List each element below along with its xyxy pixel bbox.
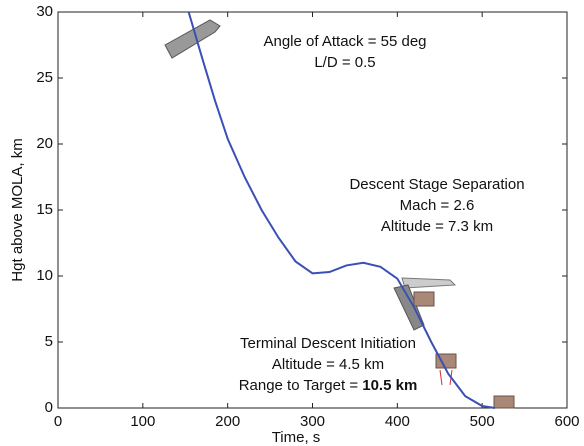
x-tick-label: 500: [470, 413, 495, 430]
y-tick-label: 30: [36, 3, 53, 20]
annotation-text: Altitude = 4.5 km: [272, 356, 384, 373]
y-tick-label: 10: [36, 267, 53, 284]
annotation-text: Descent Stage Separation: [349, 176, 524, 193]
annotation-text: Mach = 2.6: [400, 197, 475, 214]
x-tick-label: 600: [554, 413, 579, 430]
y-tick-label: 15: [36, 201, 53, 218]
annotation-text: Terminal Descent Initiation: [240, 335, 416, 352]
separation-icons: [393, 277, 457, 331]
x-tick-label: 0: [54, 413, 62, 430]
x-tick-label: 100: [130, 413, 155, 430]
aeroshell-icon: [164, 19, 221, 59]
y-axis-label: Hgt above MOLA, km: [9, 138, 26, 281]
y-tick-label: 25: [36, 69, 53, 86]
x-tick-label: 400: [385, 413, 410, 430]
annotation-text: L/D = 0.5: [314, 54, 375, 71]
annotation-text: Range to Target =: [239, 377, 363, 394]
annotation-text: Angle of Attack = 55 deg: [263, 33, 426, 50]
annotation-value: 10.5 km: [362, 377, 417, 394]
x-tick-label: 300: [300, 413, 325, 430]
y-tick-label: 20: [36, 135, 53, 152]
x-axis-label: Time, s: [272, 429, 321, 446]
x-tick-label: 200: [215, 413, 240, 430]
y-tick-label: 5: [45, 333, 53, 350]
landed-icon: [493, 395, 515, 409]
trajectory-line: [187, 11, 496, 409]
y-tick-label: 0: [45, 399, 53, 416]
annotation-text: Altitude = 7.3 km: [381, 218, 493, 235]
annotation-text: Range to Target = 10.5 km: [239, 377, 418, 394]
